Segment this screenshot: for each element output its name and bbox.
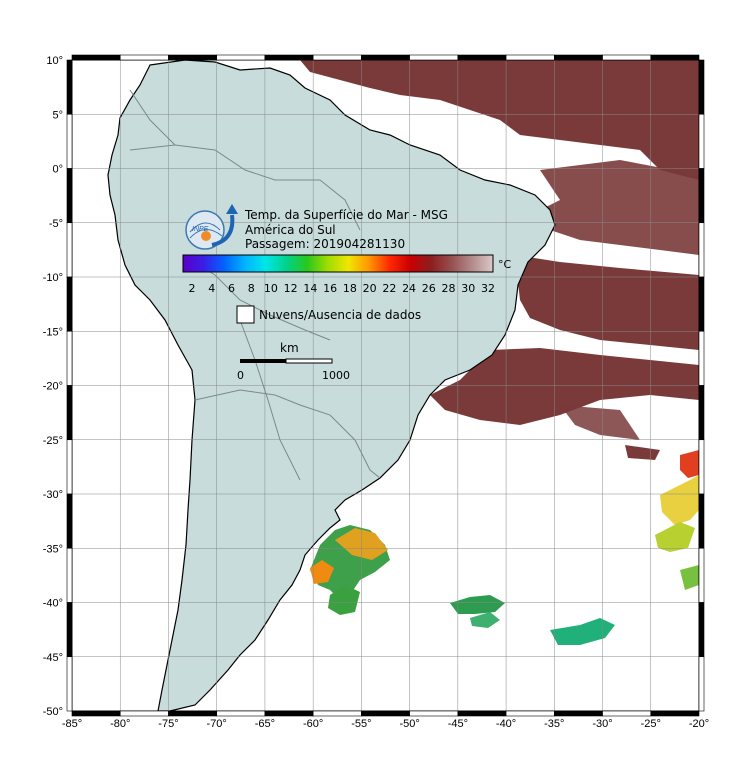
- scale-bar-unit: km: [280, 341, 299, 355]
- lon-tick-label: -75°: [158, 718, 178, 730]
- map-pass-time: Passagem: 201904281130: [245, 237, 405, 251]
- colorbar-tick-label: 18: [343, 282, 357, 295]
- lon-tick-label: -85°: [62, 718, 82, 730]
- colorbar-tick-label: 4: [208, 282, 215, 295]
- lat-tick-label: -35°: [43, 543, 63, 555]
- graticule: [72, 60, 699, 711]
- scale-bar-start: 0: [237, 369, 244, 382]
- colorbar-tick-label: 32: [481, 282, 495, 295]
- lat-tick-label: -30°: [43, 489, 63, 501]
- colorbar-tick-label: 12: [284, 282, 298, 295]
- lon-tick-label: -35°: [544, 718, 564, 730]
- colorbar-tick-label: 2: [189, 282, 196, 295]
- lon-tick-label: -50°: [399, 718, 419, 730]
- lat-tick-label: -45°: [43, 652, 63, 664]
- lat-tick-label: -10°: [43, 272, 63, 284]
- lat-tick-label: -40°: [43, 598, 63, 610]
- colorbar-tick-label: 16: [323, 282, 337, 295]
- colorbar-tick-label: 20: [363, 282, 377, 295]
- lat-tick-label: -5°: [49, 218, 63, 230]
- no-data-label: Nuvens/Ausencia de dados: [259, 308, 421, 322]
- sst-warm-regions: [300, 60, 699, 460]
- colorbar-tick-label: 22: [382, 282, 396, 295]
- legend: INPE Temp. da Superfície do Mar - MSG Am…: [182, 204, 512, 382]
- lon-tick-label: -55°: [351, 718, 371, 730]
- lon-tick-label: -40°: [496, 718, 516, 730]
- lat-tick-label: 10°: [46, 55, 63, 67]
- map-frame: [66, 54, 705, 717]
- lon-tick-label: -70°: [207, 718, 227, 730]
- colorbar-tick-label: 14: [303, 282, 317, 295]
- lon-tick-labels: -85° -80° -75° -70° -65° -60° -55° -50° -45° -40°…: [62, 718, 709, 730]
- colorbar-unit: °C: [498, 258, 512, 271]
- colorbar-tick-label: 10: [264, 282, 278, 295]
- lat-tick-label: -20°: [43, 381, 63, 393]
- map-region: América do Sul: [245, 223, 336, 237]
- scale-bar: km 0 1000: [237, 341, 350, 382]
- lat-tick-label: 0°: [52, 164, 63, 176]
- lon-tick-label: -45°: [448, 718, 468, 730]
- colorbar-tick-label: 28: [442, 282, 456, 295]
- map-title: Temp. da Superfície do Mar - MSG: [244, 208, 448, 222]
- lon-tick-label: -20°: [689, 718, 709, 730]
- inpe-logo: INPE: [185, 204, 238, 250]
- colorbar-tick-label: 26: [422, 282, 436, 295]
- lon-tick-label: -80°: [110, 718, 130, 730]
- lon-tick-label: -30°: [592, 718, 612, 730]
- lat-tick-label: -50°: [43, 706, 63, 718]
- lon-tick-label: -60°: [303, 718, 323, 730]
- no-data-swatch: [236, 305, 255, 324]
- colorbar-tick-label: 8: [248, 282, 255, 295]
- lon-tick-label: -65°: [255, 718, 275, 730]
- lon-tick-label: -25°: [641, 718, 661, 730]
- lat-tick-label: -15°: [43, 326, 63, 338]
- scale-bar-end: 1000: [322, 369, 350, 382]
- colorbar-tick-label: 24: [402, 282, 416, 295]
- lat-tick-label: 5°: [52, 109, 63, 121]
- colorbar: [182, 254, 494, 273]
- colorbar-ticks: 2 4 6 8 10 12 14 16 18 20 22 24 26 28 30 32: [189, 282, 496, 295]
- colorbar-tick-label: 6: [228, 282, 235, 295]
- lat-tick-label: -25°: [43, 435, 63, 447]
- colorbar-tick-label: 30: [461, 282, 475, 295]
- lat-tick-labels: 10° 5° 0° -5° -10° -15° -20° -25° -30° -35° -40° -4…: [43, 55, 63, 718]
- inpe-logo-text: INPE: [192, 226, 209, 233]
